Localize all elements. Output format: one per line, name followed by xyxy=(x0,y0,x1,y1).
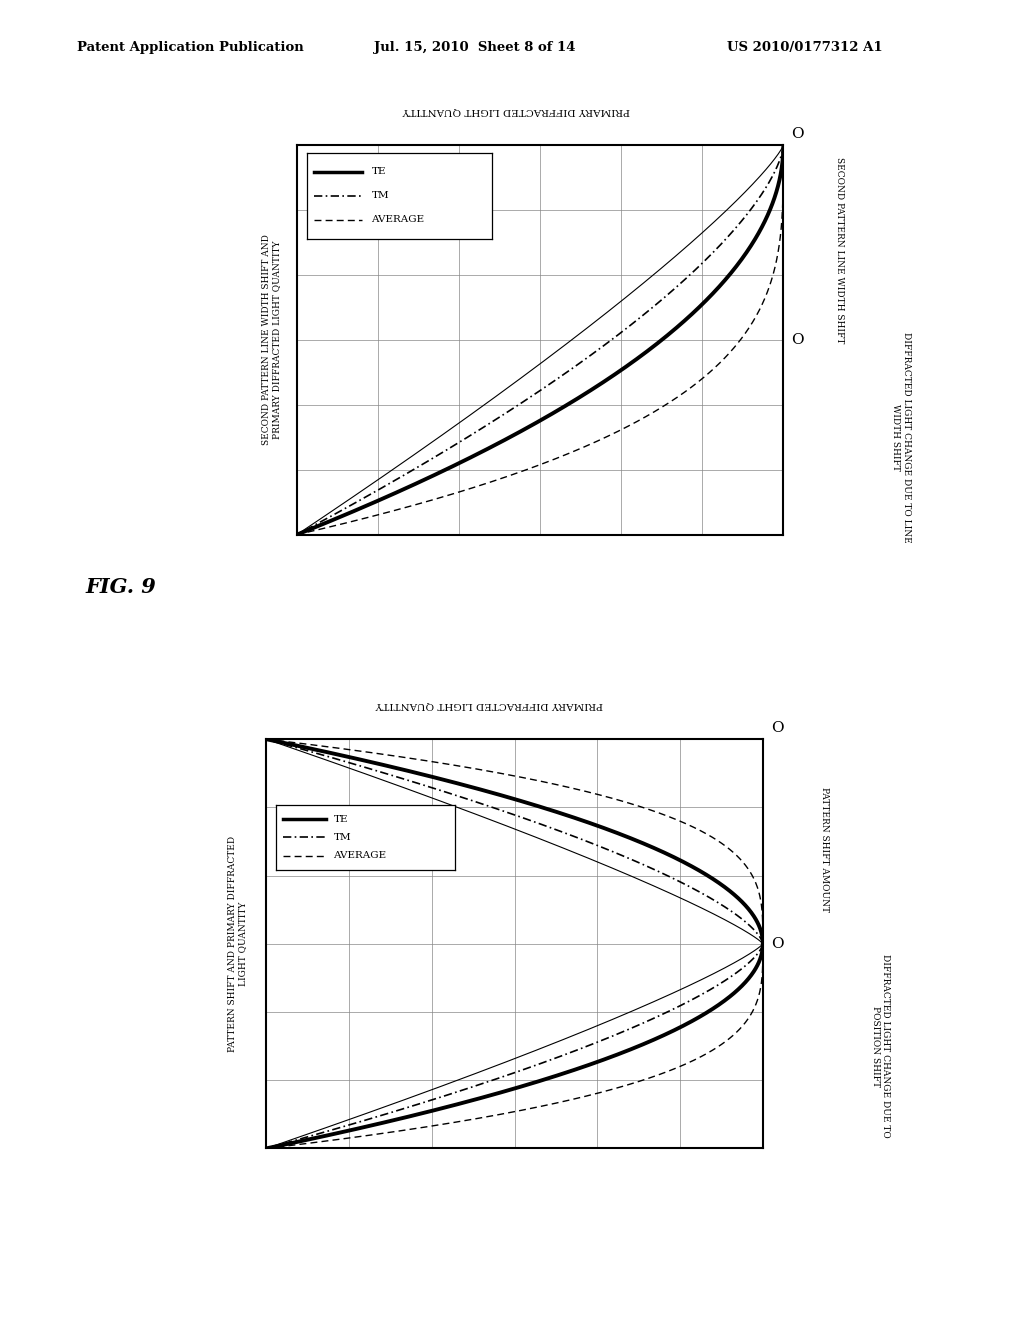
Text: DIFFRACTED LIGHT CHANGE DUE TO LINE
WIDTH SHIFT: DIFFRACTED LIGHT CHANGE DUE TO LINE WIDT… xyxy=(892,331,910,543)
Text: Jul. 15, 2010  Sheet 8 of 14: Jul. 15, 2010 Sheet 8 of 14 xyxy=(374,41,575,54)
Text: PRIMARY DIFFRACTED LIGHT QUANTITY: PRIMARY DIFFRACTED LIGHT QUANTITY xyxy=(402,107,630,116)
Text: SECOND PATTERN LINE WIDTH SHIFT: SECOND PATTERN LINE WIDTH SHIFT xyxy=(836,157,844,343)
Text: SECOND PATTERN LINE WIDTH SHIFT AND
PRIMARY DIFFRACTED LIGHT QUANTITY: SECOND PATTERN LINE WIDTH SHIFT AND PRIM… xyxy=(262,235,281,445)
Text: PATTERN SHIFT AND PRIMARY DIFFRACTED
LIGHT QUANTITY: PATTERN SHIFT AND PRIMARY DIFFRACTED LIG… xyxy=(228,836,247,1052)
Text: O: O xyxy=(792,127,804,141)
Text: TM: TM xyxy=(334,833,351,842)
Text: DIFFRACTED LIGHT CHANGE DUE TO
POSITION SHIFT: DIFFRACTED LIGHT CHANGE DUE TO POSITION … xyxy=(871,954,890,1138)
Text: FIG. 9: FIG. 9 xyxy=(85,577,156,598)
Text: AVERAGE: AVERAGE xyxy=(334,851,386,861)
Text: US 2010/0177312 A1: US 2010/0177312 A1 xyxy=(727,41,883,54)
Text: O: O xyxy=(792,333,804,347)
Text: AVERAGE: AVERAGE xyxy=(372,215,425,224)
Text: TE: TE xyxy=(334,814,348,824)
Text: PATTERN SHIFT AMOUNT: PATTERN SHIFT AMOUNT xyxy=(820,787,828,912)
Text: TE: TE xyxy=(372,168,386,177)
Text: O: O xyxy=(771,937,783,950)
Text: PRIMARY DIFFRACTED LIGHT QUANTITY: PRIMARY DIFFRACTED LIGHT QUANTITY xyxy=(376,701,603,710)
Text: O: O xyxy=(771,721,783,735)
Text: Patent Application Publication: Patent Application Publication xyxy=(77,41,303,54)
Text: TM: TM xyxy=(372,191,389,201)
